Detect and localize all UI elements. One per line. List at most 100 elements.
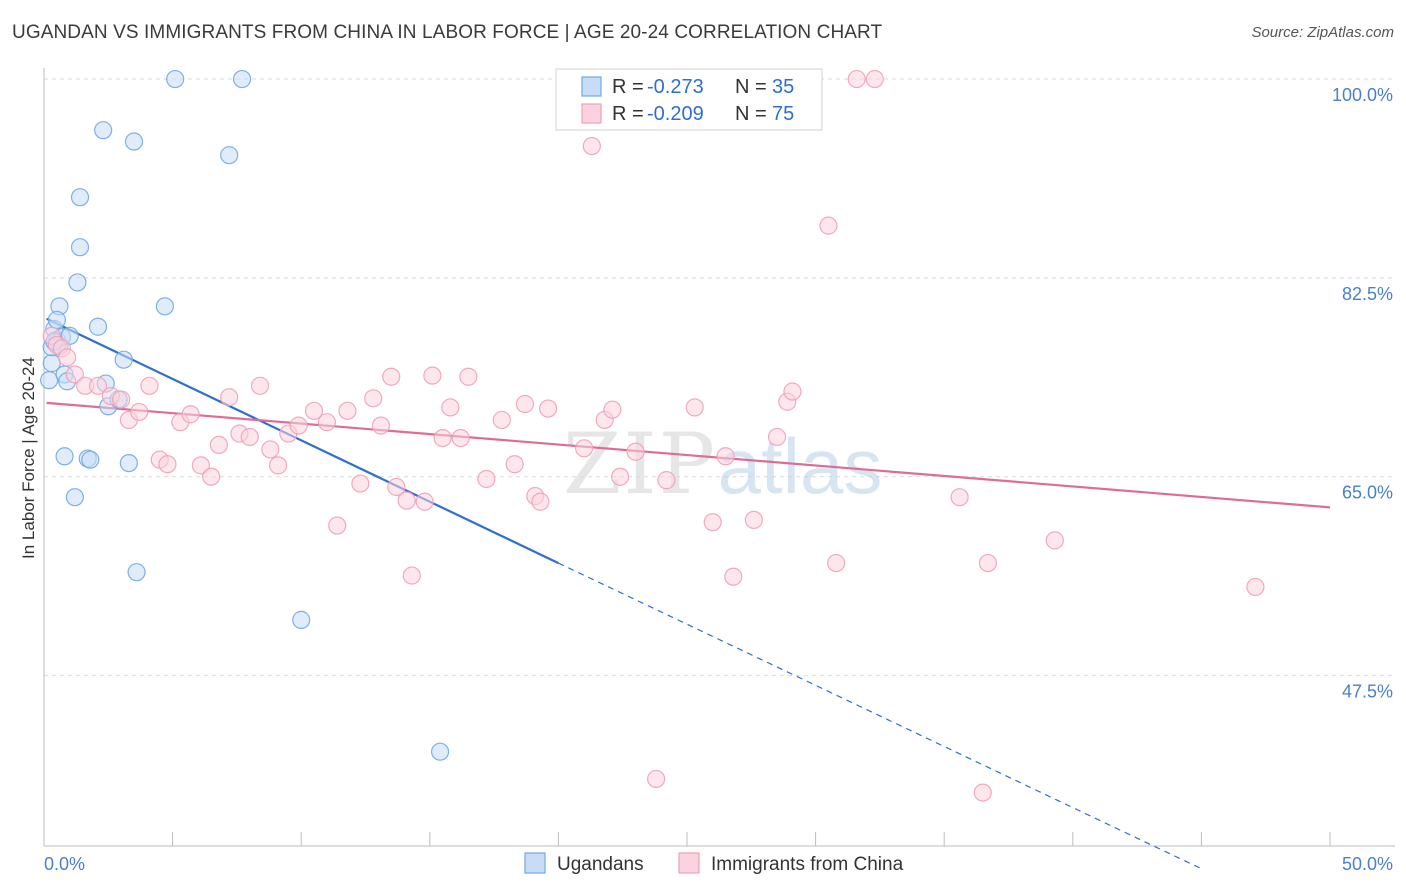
point-s1-43 <box>459 367 478 386</box>
point-s1-70 <box>950 488 969 507</box>
y-tick-label-0: 100.0% <box>1332 85 1393 105</box>
point-s0-1 <box>40 371 59 390</box>
y-tick-label-2: 65.0% <box>1342 483 1393 503</box>
stats-r-value-0: -0.273 <box>647 76 704 98</box>
point-s0-28 <box>166 69 185 89</box>
point-s1-61 <box>744 510 763 530</box>
x-tick-labels: 0.0% 50.0% <box>44 854 1393 874</box>
point-s1-16 <box>191 456 210 475</box>
point-s1-42 <box>451 428 470 448</box>
point-s1-65 <box>819 216 838 235</box>
point-s1-32 <box>364 389 383 408</box>
stats-r-label-1: R = <box>612 103 644 125</box>
point-s1-10 <box>130 402 149 422</box>
point-s0-12 <box>70 188 90 207</box>
point-s1-30 <box>338 401 357 420</box>
point-s0-14 <box>114 350 133 369</box>
y-tick-labels: 100.0% 82.5% 65.0% 47.5% <box>1332 85 1393 702</box>
point-s1-66 <box>827 553 846 573</box>
point-s0-29 <box>232 69 252 89</box>
point-s0-27 <box>220 146 239 165</box>
point-s1-57 <box>685 398 704 417</box>
point-s1-15 <box>181 405 200 424</box>
point-s1-37 <box>402 566 421 585</box>
point-s1-11 <box>140 376 159 395</box>
point-s1-45 <box>492 410 511 430</box>
x-tick-label-min: 0.0% <box>44 854 85 874</box>
legend-swatch-0[interactable] <box>524 852 546 874</box>
point-s1-33 <box>371 416 391 435</box>
point-s0-21 <box>119 453 138 473</box>
stats-swatch-1 <box>581 103 602 124</box>
stats-n-value-1: 75 <box>772 103 794 125</box>
point-s1-67 <box>847 69 866 89</box>
point-s0-22 <box>65 488 84 507</box>
point-s0-25 <box>94 121 113 140</box>
point-s1-24 <box>268 456 288 475</box>
point-s1-39 <box>423 366 442 385</box>
bottom-legend: Ugandans Immigrants from China <box>524 852 904 875</box>
point-s1-64 <box>783 382 802 401</box>
trend-line-dashed-0 <box>558 562 1202 870</box>
y-tick-label-3: 47.5% <box>1342 682 1393 702</box>
point-s1-22 <box>250 376 270 395</box>
stats-r-value-1: -0.209 <box>647 103 704 125</box>
legend-label-0[interactable]: Ugandans <box>557 854 644 875</box>
point-s1-47 <box>515 394 535 414</box>
axes <box>43 68 1395 847</box>
point-s1-74 <box>973 783 992 802</box>
point-s1-18 <box>209 435 228 455</box>
point-s1-40 <box>433 428 452 448</box>
point-s1-29 <box>328 516 347 535</box>
point-s1-31 <box>351 474 370 493</box>
point-s1-53 <box>603 400 622 419</box>
x-tick-label-max: 50.0% <box>1342 854 1393 874</box>
point-s1-72 <box>1045 531 1064 550</box>
point-s1-26 <box>289 416 308 435</box>
point-s1-13 <box>158 455 177 474</box>
point-s0-34 <box>47 310 66 330</box>
point-s0-24 <box>155 297 174 316</box>
stats-r-label-0: R = <box>612 76 644 98</box>
point-s1-54 <box>611 467 630 486</box>
point-s1-34 <box>382 367 401 386</box>
point-s1-51 <box>575 439 594 458</box>
point-s1-59 <box>716 447 735 466</box>
legend-swatch-1[interactable] <box>678 852 700 874</box>
point-s1-4 <box>65 365 84 384</box>
point-s1-58 <box>703 513 722 532</box>
point-s0-20 <box>81 450 100 469</box>
stats-legend: R = -0.273 N = 35 R = -0.209 N = 75 <box>555 68 823 131</box>
point-s1-56 <box>657 471 676 490</box>
point-s1-35 <box>387 477 406 497</box>
source-label: Source: ZipAtlas.com <box>1251 24 1394 41</box>
point-s1-38 <box>415 492 434 511</box>
point-s1-27 <box>304 401 324 420</box>
point-s0-11 <box>70 238 90 257</box>
point-s1-44 <box>477 469 496 489</box>
point-s0-10 <box>68 273 87 292</box>
point-s1-50 <box>539 399 558 418</box>
trend-line-1 <box>46 401 1331 509</box>
point-s1-6 <box>88 376 108 395</box>
point-s1-71 <box>978 553 998 573</box>
legend-label-1[interactable]: Immigrants from China <box>711 854 904 875</box>
point-s1-8 <box>112 390 131 409</box>
point-s1-17 <box>202 467 221 486</box>
stats-n-label-1: N = <box>735 103 767 125</box>
point-s1-62 <box>767 427 787 447</box>
svg-text:atlas: atlas <box>718 422 883 510</box>
point-s1-19 <box>220 388 239 407</box>
point-s0-31 <box>430 742 450 761</box>
point-s0-23 <box>127 563 146 582</box>
y-tick-label-1: 82.5% <box>1342 284 1393 304</box>
point-s1-68 <box>865 69 884 89</box>
watermark: ZIP atlas <box>563 415 882 513</box>
svg-text:ZIP: ZIP <box>563 415 717 513</box>
point-s1-46 <box>505 455 524 474</box>
point-s1-60 <box>724 567 743 586</box>
point-s0-30 <box>292 610 311 629</box>
series-0-points <box>40 69 450 761</box>
gridlines <box>44 78 1395 677</box>
